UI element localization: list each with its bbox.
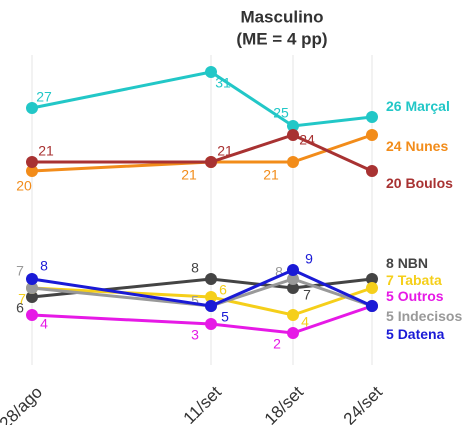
- data-label: 21: [217, 143, 233, 159]
- data-label: 24: [299, 132, 315, 148]
- x-tick-label: 11/set: [180, 382, 225, 425]
- legend-label: NBN: [398, 255, 428, 271]
- data-label: 6: [219, 282, 227, 298]
- end-label: 26 Marçal: [386, 98, 450, 114]
- data-label: 4: [40, 316, 48, 332]
- point: [26, 282, 38, 294]
- point: [205, 300, 217, 312]
- point: [366, 129, 378, 141]
- data-label: 8: [191, 260, 199, 276]
- x-tick-label: 24/set: [340, 382, 386, 425]
- data-label: 21: [263, 167, 279, 183]
- point: [26, 273, 38, 285]
- end-label: 8 NBN: [386, 255, 428, 271]
- point: [366, 111, 378, 123]
- data-label: 25: [273, 105, 289, 121]
- data-label: 7: [16, 263, 24, 279]
- legend-label: Marçal: [405, 98, 449, 114]
- data-label: 7: [18, 291, 26, 307]
- legend-label: Datena: [398, 326, 445, 342]
- chart-subtitle: (ME = 4 pp): [236, 29, 327, 48]
- data-label: 5: [191, 293, 199, 309]
- data-label: 20: [16, 178, 32, 194]
- point: [287, 309, 299, 321]
- data-label: 8: [40, 258, 48, 274]
- point: [26, 102, 38, 114]
- end-label-value: 8: [386, 255, 394, 271]
- series-line: [31, 304, 373, 335]
- data-label: 7: [303, 287, 311, 303]
- point: [287, 156, 299, 168]
- x-tick-label: 18/set: [261, 382, 307, 425]
- end-label: 20 Boulos: [386, 175, 453, 191]
- x-tick-label: 28/ago: [0, 383, 46, 425]
- legend-label: Indecisos: [398, 308, 463, 324]
- data-label: 31: [215, 75, 231, 91]
- legend-label: Outros: [398, 288, 444, 304]
- point: [205, 291, 217, 303]
- data-label: 8: [275, 264, 283, 280]
- point: [366, 273, 378, 285]
- legend-label: Tabata: [398, 272, 442, 288]
- legend-label: Boulos: [405, 175, 453, 191]
- point: [287, 273, 299, 285]
- point: [26, 291, 38, 303]
- data-label: 6: [16, 300, 24, 316]
- series-line: [32, 133, 373, 173]
- end-label-value: 5: [386, 326, 394, 342]
- point: [287, 264, 299, 276]
- data-label: 9: [305, 251, 313, 267]
- end-label: 5 Outros: [386, 288, 444, 304]
- point: [26, 309, 38, 321]
- point: [26, 156, 38, 168]
- data-label: 3: [191, 327, 199, 343]
- legend-label: Nunes: [405, 138, 448, 154]
- point: [287, 282, 299, 294]
- data-label: 21: [38, 143, 54, 159]
- end-label-value: 5: [386, 308, 394, 324]
- series-line: [31, 277, 373, 308]
- point: [205, 318, 217, 330]
- point: [287, 129, 299, 141]
- data-label: 4: [301, 314, 309, 330]
- data-label: 27: [36, 89, 52, 105]
- end-label: 7 Tabata: [386, 272, 442, 288]
- point: [366, 165, 378, 177]
- end-label-value: 5: [386, 288, 394, 304]
- point: [287, 120, 299, 132]
- end-label-value: 26: [386, 98, 402, 114]
- data-label: 2: [273, 336, 281, 352]
- point: [205, 66, 217, 78]
- series-line: [31, 70, 373, 128]
- series-line: [31, 268, 373, 308]
- point: [205, 273, 217, 285]
- end-label-value: 7: [386, 272, 394, 288]
- end-label: 5 Indecisos: [386, 308, 462, 324]
- point: [287, 327, 299, 339]
- end-label: 24 Nunes: [386, 138, 448, 154]
- end-label-value: 20: [386, 175, 402, 191]
- end-label: 5 Datena: [386, 326, 445, 342]
- series-line: [31, 277, 373, 299]
- series-line: [31, 133, 373, 173]
- point: [366, 300, 378, 312]
- data-label: 21: [181, 167, 197, 183]
- point: [26, 165, 38, 177]
- end-label-value: 24: [386, 138, 402, 154]
- data-label: 5: [221, 309, 229, 325]
- point: [366, 282, 378, 294]
- chart-title: Masculino: [240, 7, 323, 26]
- point: [205, 156, 217, 168]
